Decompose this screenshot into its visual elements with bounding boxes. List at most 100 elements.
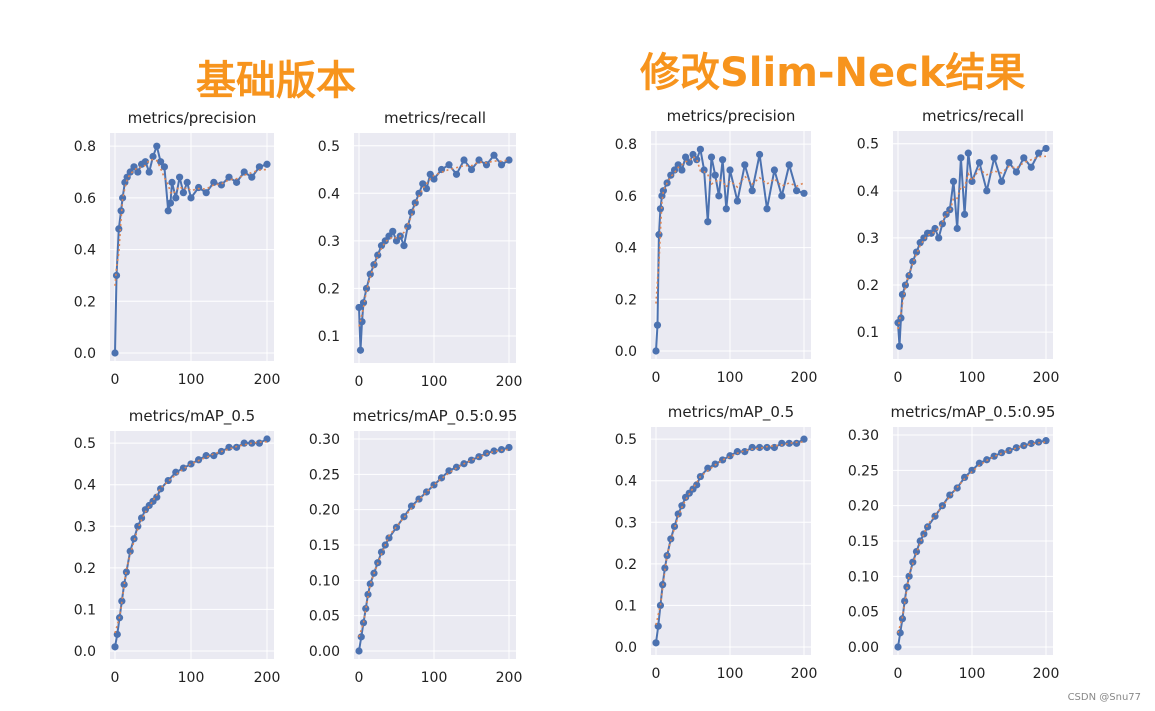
y-tick-label: 0.2 [615,292,637,308]
y-tick-label: 0.5 [74,436,96,452]
data-point [355,303,363,312]
data-point [233,178,241,186]
data-point [678,166,686,174]
x-tick-label: 0 [652,370,661,386]
data-point [366,580,374,588]
data-point [149,152,157,161]
data-point [946,491,954,499]
x-tick-label: 100 [178,670,205,686]
data-point [901,597,909,605]
data-point [990,154,998,162]
data-point [763,443,771,452]
data-point [210,452,218,460]
data-point [656,601,665,610]
data-point [467,165,476,174]
watermark: CSDN @Snu77 [1067,692,1141,703]
data-point [953,484,961,492]
data-point [1027,439,1035,448]
data-point [785,161,793,169]
data-point [126,168,134,176]
data-point [905,272,913,280]
data-point [164,207,172,215]
data-point [445,161,453,169]
x-tick-label: 100 [717,666,744,682]
y-tick-label: 0.2 [615,557,637,573]
data-point [248,439,256,447]
data-point [255,439,263,447]
data-point [711,171,719,179]
data-point [722,205,730,213]
data-point [935,234,943,242]
data-point [998,177,1006,185]
data-point [490,151,498,159]
chart-title: metrics/precision [128,109,257,127]
data-point [895,342,904,350]
data-point [800,435,808,443]
data-point [202,452,210,460]
data-point [356,346,365,354]
x-tick-label: 200 [496,374,523,390]
data-point [998,449,1006,457]
data-point [1035,438,1043,446]
data-point [210,178,218,186]
data-point [183,178,191,186]
data-point [358,318,366,326]
data-point [172,194,180,202]
x-tick-label: 0 [652,666,661,682]
data-point [467,456,476,464]
chart-title: metrics/mAP_0.5:0.95 [353,407,518,426]
data-point [652,347,660,355]
data-point [407,502,416,510]
data-point [111,349,119,357]
data-point [896,629,904,637]
y-tick-label: 0.0 [615,344,637,360]
y-tick-label: 0.4 [857,184,879,200]
data-point [793,439,801,447]
data-point [248,173,256,181]
data-point [400,242,408,250]
data-point [176,173,184,181]
data-point [964,149,972,157]
x-tick-label: 100 [178,372,205,388]
data-point [1020,154,1028,162]
y-tick-label: 0.25 [309,467,340,483]
y-tick-label: 0.4 [74,243,96,259]
y-tick-label: 0.0 [74,346,96,362]
data-point [255,163,263,171]
data-point [961,210,969,218]
y-tick-label: 0.0 [615,640,637,656]
data-point [1012,444,1021,452]
data-point [362,605,370,613]
x-tick-label: 100 [959,370,986,386]
data-point [263,160,271,168]
data-point [187,194,195,202]
data-point [392,523,401,531]
data-point [898,615,907,623]
y-tick-label: 0.10 [848,569,879,585]
y-tick-label: 0.4 [615,241,637,257]
y-tick-label: 0.5 [857,137,879,153]
data-point [430,175,438,183]
smooth-line [655,155,805,304]
smooth-line [655,441,805,626]
data-point [715,192,723,200]
x-tick-label: 100 [717,370,744,386]
data-point [685,158,693,166]
chart-title: metrics/mAP_0.5 [129,407,255,426]
smooth-line [358,448,510,638]
data-point [202,189,210,197]
data-point [894,643,902,651]
data-point [905,572,913,580]
data-point [748,443,756,452]
data-point [719,156,727,164]
chart-title: metrics/recall [384,109,486,127]
data-point [452,463,461,471]
heading-slim-neck: 修改Slim-Neck结果 [640,50,1026,96]
data-point [909,558,917,566]
data-point [800,189,808,197]
y-tick-label: 0.3 [318,234,340,250]
data-point [700,166,708,174]
data-point [778,439,786,447]
x-tick-label: 0 [111,372,120,388]
y-tick-label: 0.05 [848,605,879,621]
